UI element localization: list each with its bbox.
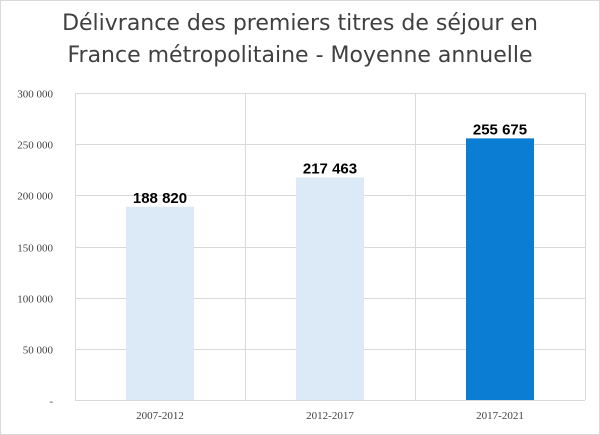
bars xyxy=(126,138,534,400)
x-tick-label: 2012-2017 xyxy=(306,410,354,422)
x-tick-label: 2007-2012 xyxy=(136,410,184,422)
y-tick-label: 100 000 xyxy=(17,294,53,306)
bar xyxy=(126,206,194,400)
y-tick-label: 250 000 xyxy=(17,140,53,152)
y-tick-label: 50 000 xyxy=(23,345,54,357)
chart-title-line-1: Délivrance des premiers titres de séjour… xyxy=(62,11,538,36)
bar xyxy=(296,177,364,400)
data-label: 188 820 xyxy=(133,190,187,207)
x-tick-label: 2017-2021 xyxy=(476,410,524,422)
y-axis-ticks: - 50 000 100 000 150 000 200 000 250 000 300 0… xyxy=(17,89,53,408)
data-label: 217 463 xyxy=(303,160,357,177)
chart-title-line-2: France métropolitaine - Moyenne annuelle xyxy=(67,43,533,68)
y-tick-label: 150 000 xyxy=(17,243,53,255)
y-tick-label: - xyxy=(49,396,53,408)
bar xyxy=(466,138,534,400)
y-tick-label: 200 000 xyxy=(17,191,53,203)
x-axis-ticks: 2007-2012 2012-2017 2017-2021 xyxy=(136,410,524,422)
y-tick-label: 300 000 xyxy=(17,89,53,101)
data-label: 255 675 xyxy=(473,121,527,138)
chart-title: Délivrance des premiers titres de séjour… xyxy=(0,8,600,72)
data-labels: 188 820 217 463 255 675 xyxy=(133,121,527,206)
